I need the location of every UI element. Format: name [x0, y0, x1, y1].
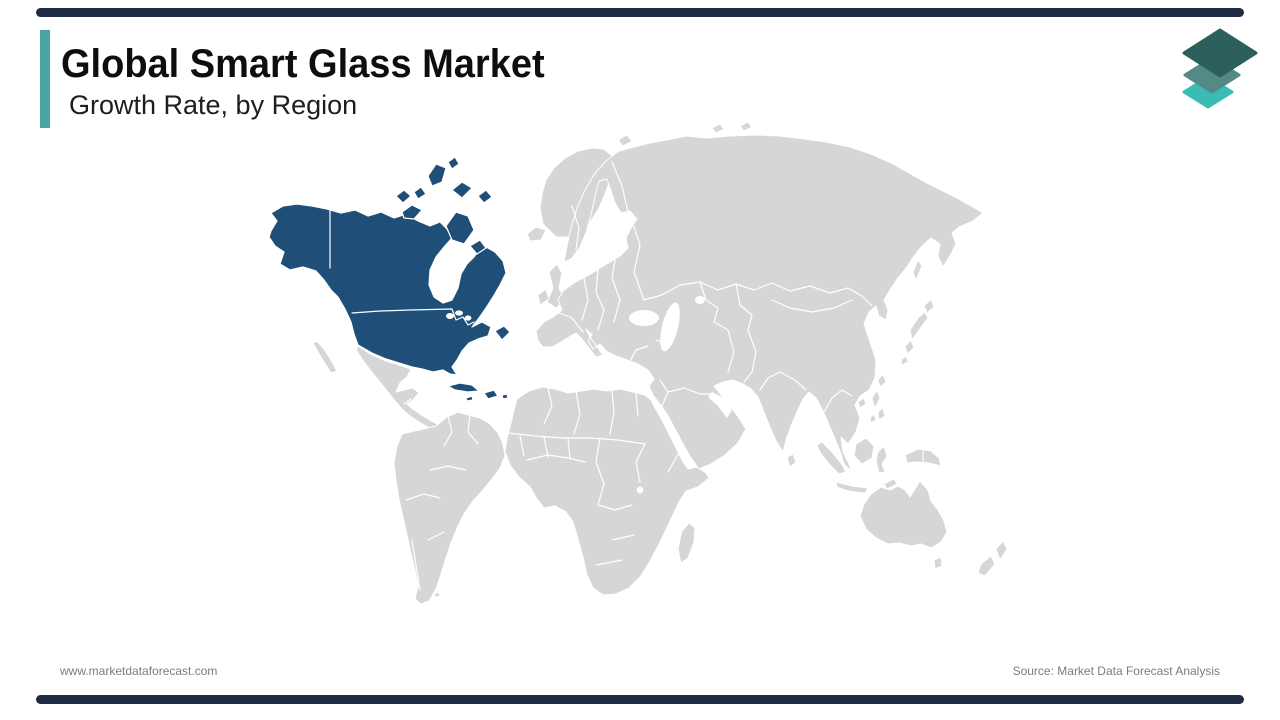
footer-website: www.marketdataforecast.com — [60, 664, 218, 678]
region-australia — [859, 480, 948, 549]
top-accent-bar — [36, 8, 1244, 17]
region-timor — [883, 478, 898, 490]
page-title: Global Smart Glass Market — [61, 42, 545, 86]
region-eurasia — [535, 134, 984, 473]
region-borneo — [853, 437, 875, 465]
region-new-zealand — [977, 540, 1008, 577]
region-taiwan — [877, 373, 887, 388]
great-lake-mid — [455, 310, 463, 316]
great-lake-east — [464, 315, 472, 321]
persian-gulf — [708, 392, 732, 418]
region-cuba — [447, 382, 480, 393]
region-tasmania — [933, 556, 943, 570]
region-sumatra — [816, 441, 847, 475]
region-java — [835, 481, 869, 494]
arctic-islets — [617, 121, 753, 147]
region-south-america — [393, 411, 506, 605]
region-puerto-rico — [501, 393, 509, 400]
region-ireland — [537, 288, 550, 306]
region-mexico-central-america — [355, 345, 442, 432]
stacked-layers-logo-icon — [1182, 28, 1258, 109]
title-accent-bar — [40, 30, 50, 128]
bottom-accent-bar — [36, 695, 1244, 704]
region-sakhalin — [912, 259, 923, 281]
region-japan — [900, 298, 935, 366]
region-falklands — [433, 591, 441, 598]
region-africa — [504, 386, 710, 596]
region-hainan — [857, 397, 867, 409]
region-madagascar — [677, 522, 696, 564]
header: Global Smart Glass Market Growth Rate, b… — [61, 42, 570, 121]
black-sea — [629, 310, 659, 326]
border-usa-canada — [351, 308, 475, 326]
region-philippines — [869, 389, 886, 424]
logo-layer-top — [1182, 28, 1258, 78]
region-newfoundland — [494, 325, 511, 341]
region-hispaniola — [483, 389, 499, 400]
region-baja-california — [312, 340, 338, 374]
aral-sea — [695, 296, 705, 304]
page-subtitle: Growth Rate, by Region — [69, 90, 358, 120]
great-lake-west — [446, 313, 454, 319]
region-usa-canada-alaska — [268, 203, 507, 376]
region-jamaica — [465, 395, 474, 402]
region-greenland — [539, 147, 615, 238]
water-overlays — [446, 296, 732, 494]
region-north-america-highlight — [268, 156, 511, 402]
region-arctic-islands — [395, 156, 493, 255]
country-borders — [329, 161, 924, 591]
caspian-sea — [660, 302, 680, 352]
region-sri-lanka — [786, 453, 797, 468]
region-iceland — [526, 226, 547, 242]
region-sulawesi — [875, 445, 888, 474]
footer-source: Source: Market Data Forecast Analysis — [1012, 664, 1220, 678]
lake-victoria — [636, 486, 644, 494]
landmass-gray — [312, 121, 1008, 605]
